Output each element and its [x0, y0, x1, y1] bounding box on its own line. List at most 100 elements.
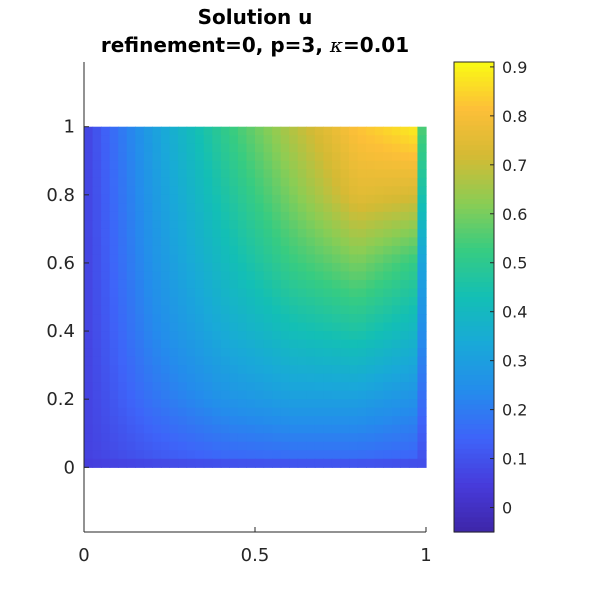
heatmap-cell [280, 126, 290, 136]
heatmap-cell [366, 458, 376, 468]
heatmap-cell [237, 254, 248, 264]
heatmap-cell [92, 126, 102, 136]
heatmap-cell [203, 356, 213, 366]
heatmap-cell [109, 211, 119, 221]
heatmap-cell [143, 237, 153, 247]
heatmap-cell [357, 305, 367, 315]
heatmap-cell [391, 356, 401, 366]
heatmap-cell [272, 245, 282, 256]
heatmap-cell [101, 458, 111, 468]
colorbar-swatch [454, 76, 494, 83]
heatmap-cell [314, 356, 324, 366]
heatmap-cell [143, 228, 153, 238]
heatmap-cell [357, 365, 367, 375]
heatmap-cell [408, 348, 419, 358]
heatmap-cell [84, 458, 94, 468]
heatmap-cell [263, 331, 273, 341]
heatmap-cell [272, 458, 282, 468]
colorbar-swatch [454, 184, 494, 190]
heatmap-cell [391, 390, 401, 400]
heatmap-cell [195, 441, 205, 451]
heatmap-cell [109, 186, 119, 196]
heatmap-cell [212, 237, 222, 247]
heatmap-cell [297, 288, 307, 298]
plot-area [84, 126, 427, 468]
colorbar-swatch [454, 203, 494, 210]
heatmap-cell [297, 237, 307, 247]
heatmap-cell [203, 382, 213, 392]
colorbar-swatch [454, 380, 494, 386]
heatmap-cell [135, 203, 145, 213]
heatmap-cell [160, 365, 171, 375]
heatmap-cell [84, 365, 94, 375]
heatmap-cell [101, 331, 111, 341]
heatmap-cell [178, 237, 188, 247]
heatmap-cell [135, 424, 145, 434]
heatmap-cell [160, 143, 171, 153]
heatmap-cell [220, 262, 230, 273]
heatmap-cell [169, 254, 179, 264]
heatmap-cell [135, 194, 145, 204]
heatmap-cell [357, 220, 367, 230]
colorbar-swatch [454, 169, 494, 176]
heatmap-cell [152, 169, 162, 179]
heatmap-cell [357, 245, 367, 256]
colorbar-swatch [454, 252, 494, 259]
heatmap-cell [349, 143, 359, 153]
heatmap-cell [203, 160, 213, 170]
heatmap-cell [203, 228, 213, 238]
heatmap-cell [160, 450, 171, 460]
heatmap-cell [349, 262, 359, 273]
heatmap-cell [109, 152, 119, 162]
heatmap-cell [417, 458, 427, 468]
heatmap-cell [349, 441, 359, 451]
heatmap-cell [366, 279, 376, 290]
heatmap-cell [255, 152, 265, 162]
heatmap-cell [289, 373, 299, 383]
heatmap-cell [118, 254, 128, 264]
colorbar-tick-label: 0.2 [502, 401, 527, 420]
heatmap-cell [101, 211, 111, 221]
heatmap-cell [263, 254, 273, 264]
heatmap-cell [246, 416, 256, 426]
heatmap-cell [169, 382, 179, 392]
heatmap-cell [272, 194, 282, 204]
heatmap-cell [178, 373, 188, 383]
heatmap-cell [229, 339, 239, 349]
heatmap-cell [314, 194, 324, 204]
colorbar-swatch [454, 248, 494, 254]
heatmap-cell [186, 331, 196, 341]
heatmap-cell [237, 271, 248, 281]
colorbar-swatch [454, 316, 494, 323]
heatmap-cell [101, 271, 111, 281]
heatmap-cell [391, 135, 401, 145]
heatmap-cell [101, 288, 111, 298]
heatmap-cell [263, 279, 273, 290]
heatmap-cell [169, 169, 179, 179]
heatmap-cell [297, 211, 307, 221]
heatmap-cell [118, 314, 128, 324]
heatmap-cell [280, 356, 290, 366]
heatmap-cell [229, 169, 239, 179]
heatmap-cell [178, 365, 188, 375]
heatmap-cell [323, 177, 333, 187]
heatmap-cell [366, 365, 376, 375]
heatmap-cell [118, 194, 128, 204]
heatmap-cell [118, 458, 128, 468]
heatmap-cell [237, 169, 248, 179]
heatmap-cell [212, 288, 222, 298]
colorbar-tick-label: 0.8 [502, 107, 527, 126]
heatmap-cell [126, 433, 136, 443]
colorbar-swatch [454, 218, 494, 225]
heatmap-cell [118, 305, 128, 315]
heatmap-cell [366, 220, 376, 230]
heatmap-cell [280, 458, 290, 468]
heatmap-cell [229, 450, 239, 460]
heatmap-cell [143, 390, 153, 400]
heatmap-cell [152, 382, 162, 392]
heatmap-cell [186, 297, 196, 307]
heatmap-cell [126, 297, 136, 307]
heatmap-cell [92, 160, 102, 170]
heatmap-cell [374, 305, 384, 315]
heatmap-cell [314, 228, 324, 238]
